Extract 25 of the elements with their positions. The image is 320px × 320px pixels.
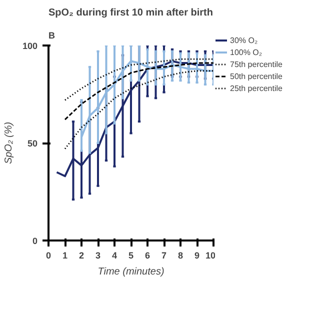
y-tick-label: 100 — [22, 41, 38, 51]
x-tick-label: 10 — [205, 250, 216, 260]
legend-label: 50th percentile — [230, 71, 282, 82]
x-tick-label: 4 — [112, 250, 118, 260]
x-tick-label: 9 — [194, 250, 200, 260]
y-tick-label: 0 — [32, 236, 38, 246]
x-tick-label: 0 — [46, 250, 52, 260]
x-tick-label: 3 — [95, 250, 101, 260]
x-tick-label: 7 — [161, 250, 167, 260]
x-tick-label: 2 — [78, 250, 84, 260]
chart-title: SpO₂ during first 10 min after birth — [48, 8, 213, 18]
text: B — [48, 30, 56, 40]
y-tick-label: 50 — [27, 138, 38, 148]
x-tick-label: 6 — [144, 250, 150, 260]
x-tick-label: 5 — [128, 250, 134, 260]
x-tick-label: 8 — [178, 250, 184, 260]
line-series — [64, 70, 214, 150]
legend-label: 100% O₂ — [230, 47, 262, 58]
legend-label: 25th percentile — [230, 83, 282, 94]
line-series — [64, 58, 214, 101]
x-axis-title: Time (minutes) — [98, 266, 164, 278]
legend-label: 75th percentile — [230, 59, 282, 70]
x-tick-label: 1 — [62, 250, 68, 260]
legend-label: 30% O₂ — [230, 35, 258, 46]
y-axis-title: SpO₂ (%) — [3, 122, 14, 164]
